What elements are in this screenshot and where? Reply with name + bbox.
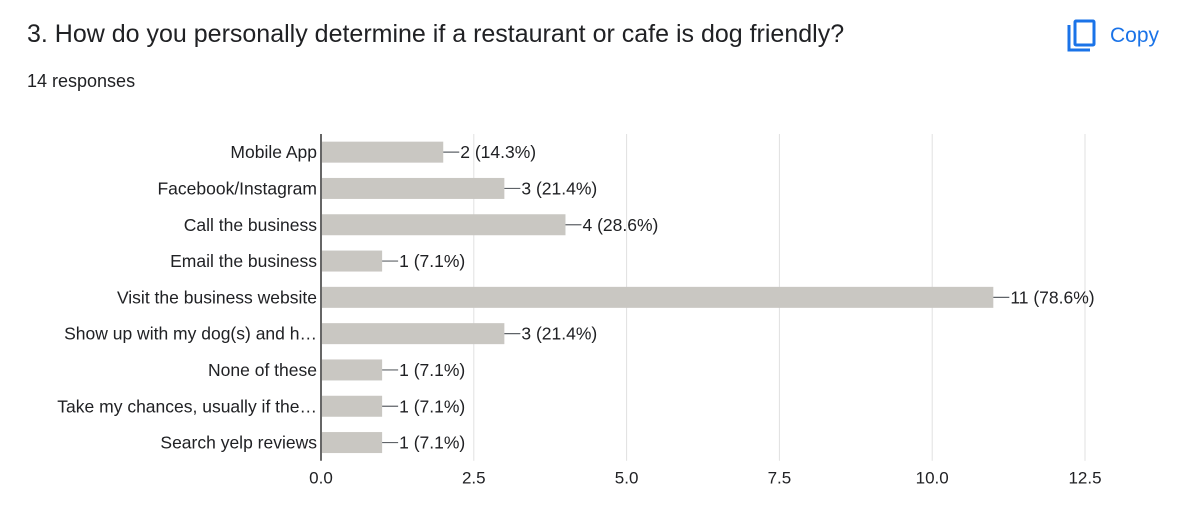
- bar: [322, 214, 566, 236]
- x-tick-label: 0.0: [309, 469, 333, 488]
- data-label: 1 (7.1%): [399, 360, 465, 380]
- bar: [322, 359, 383, 381]
- x-tick-label: 7.5: [768, 469, 792, 488]
- bar: [322, 432, 383, 454]
- data-label: 1 (7.1%): [399, 433, 465, 453]
- response-count: 14 responses: [27, 71, 136, 91]
- category-label: Visit the business website: [117, 287, 317, 307]
- x-tick-label: 5.0: [615, 469, 639, 488]
- copy-button[interactable]: Copy: [1066, 14, 1186, 58]
- category-label: Show up with my dog(s) and h…: [64, 324, 317, 344]
- bar: [322, 141, 444, 163]
- data-label: 2 (14.3%): [460, 142, 536, 162]
- category-label: None of these: [208, 360, 317, 380]
- x-tick-label: 2.5: [462, 469, 486, 488]
- data-label: 11 (78.6%): [1010, 287, 1094, 307]
- copy-icon: [1067, 19, 1096, 52]
- copy-button-label: Copy: [1110, 24, 1160, 47]
- bar: [322, 286, 994, 308]
- category-label: Search yelp reviews: [160, 433, 317, 453]
- data-label: 1 (7.1%): [399, 396, 465, 416]
- bar: [322, 177, 505, 199]
- bar: [322, 250, 383, 272]
- data-label: 1 (7.1%): [399, 251, 465, 271]
- bar: [322, 323, 505, 345]
- category-label: Mobile App: [230, 142, 317, 162]
- category-label: Facebook/Instagram: [157, 178, 317, 198]
- x-tick-label: 10.0: [916, 469, 949, 488]
- bar: [322, 395, 383, 417]
- data-label: 3 (21.4%): [521, 324, 597, 344]
- category-label: Call the business: [184, 215, 318, 235]
- data-label: 4 (28.6%): [582, 215, 658, 235]
- category-label: Take my chances, usually if the…: [57, 396, 317, 416]
- category-label: Email the business: [170, 251, 317, 271]
- data-label: 3 (21.4%): [521, 178, 597, 198]
- x-tick-label: 12.5: [1068, 469, 1101, 488]
- question-title: 3. How do you personally determine if a …: [27, 20, 845, 48]
